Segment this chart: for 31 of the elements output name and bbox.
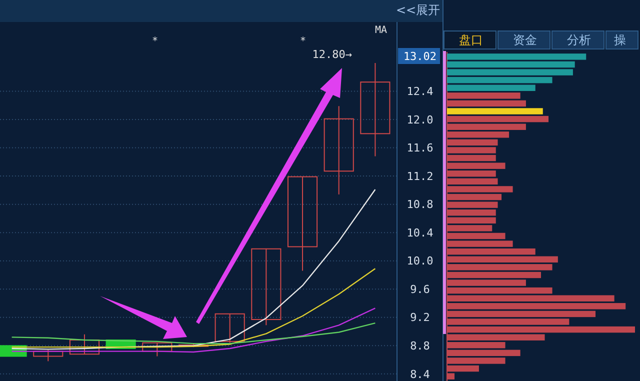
- text: 资金: [513, 33, 537, 47]
- candlestick: [324, 106, 354, 195]
- annotation: MA: [374, 25, 388, 36]
- line-series: [11, 268, 376, 348]
- y-tick-label: 9.2: [410, 311, 430, 324]
- line-series: [11, 188, 376, 350]
- y-tick-label: 8.4: [410, 368, 430, 381]
- candlestick: [360, 62, 390, 157]
- y-tick-label: 12.4: [406, 85, 434, 98]
- y-tick-label: 12.0: [406, 113, 434, 126]
- y-tick-label: 11.2: [406, 170, 434, 183]
- annotation: 12.80→: [312, 48, 352, 61]
- text: 分析: [567, 33, 591, 47]
- candlestick: [214, 313, 245, 344]
- y-tick-label: 9.6: [410, 282, 430, 296]
- text: <<展开: [396, 3, 440, 17]
- text: 操: [614, 33, 626, 47]
- text: 盘口: [459, 33, 483, 47]
- candlestick: [287, 176, 318, 272]
- y-tick-label: 10.0: [406, 254, 434, 268]
- y-tick-label: 8.8: [410, 340, 430, 353]
- candlestick: [251, 248, 282, 326]
- line-series: [11, 308, 376, 353]
- y-tick-label: 10.4: [406, 226, 434, 240]
- line-series: [11, 322, 376, 344]
- text: 13.02: [403, 50, 437, 63]
- y-tick-label: 11.6: [406, 142, 434, 155]
- y-tick-label: 10.8: [406, 198, 434, 212]
- annotation: *: [152, 36, 158, 47]
- annotation: *: [300, 36, 306, 47]
- bar: [447, 108, 543, 114]
